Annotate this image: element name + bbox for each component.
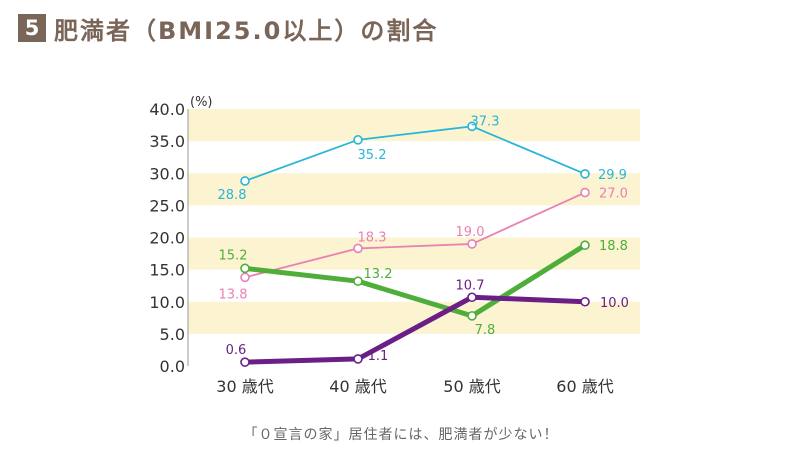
- chart-title: 肥満者（BMI25.0以上）の割合: [54, 16, 439, 45]
- data-point: [467, 292, 477, 303]
- data-point: [240, 263, 250, 274]
- data-label: 10.7: [456, 278, 485, 293]
- data-label: 0.6: [226, 343, 247, 358]
- chart-caption: 「０宣言の家」居住者には、肥満者が少ない！: [243, 427, 559, 443]
- data-label: 1.1: [368, 349, 389, 364]
- data-point: [353, 243, 363, 254]
- data-point: [353, 135, 363, 145]
- data-label: 18.3: [358, 230, 387, 245]
- data-label: 15.2: [219, 248, 248, 263]
- data-label: 18.8: [599, 239, 628, 254]
- data-point: [467, 239, 477, 249]
- data-label: 7.8: [475, 323, 496, 338]
- data-point: [353, 354, 363, 364]
- grid-band: [188, 109, 640, 142]
- data-point: [240, 357, 250, 367]
- y-tick-label: 20.0: [149, 229, 185, 248]
- data-label: 27.0: [599, 187, 628, 202]
- y-tick-label: 10.0: [149, 293, 185, 312]
- chart-header: 5 肥満者（BMI25.0以上）の割合: [18, 10, 438, 46]
- grid-band: [188, 173, 640, 206]
- series-line: [244, 191, 586, 279]
- grid-band: [188, 237, 640, 270]
- y-tick-label: 5.0: [160, 325, 185, 344]
- data-label: 10.0: [600, 296, 629, 311]
- x-tick-label: 50 歳代: [443, 377, 500, 396]
- y-unit-label: (%): [190, 95, 213, 110]
- y-tick-label: 30.0: [149, 164, 185, 183]
- x-tick-label: 40 歳代: [329, 377, 386, 396]
- series-line: [244, 243, 587, 319]
- data-point: [240, 176, 250, 186]
- data-point: [580, 296, 590, 307]
- data-point: [467, 121, 477, 132]
- section-number-badge: 5: [18, 14, 46, 42]
- data-point: [467, 311, 477, 321]
- data-point: [353, 276, 363, 286]
- x-tick-label: 60 歳代: [556, 377, 613, 396]
- data-label: 13.8: [219, 287, 248, 302]
- data-point: [580, 187, 590, 198]
- y-tick-label: 40.0: [149, 100, 185, 119]
- data-label: 19.0: [456, 225, 485, 240]
- data-point: [580, 169, 590, 179]
- data-label: 29.9: [598, 168, 627, 183]
- y-tick-label: 15.0: [149, 261, 185, 280]
- y-tick-label: 25.0: [149, 196, 185, 215]
- y-tick-label: 0.0: [160, 357, 185, 376]
- data-point: [240, 272, 250, 283]
- data-label: 28.8: [218, 188, 247, 203]
- series-line: [244, 294, 586, 365]
- x-tick-label: 30 歳代: [216, 377, 273, 396]
- data-label: 35.2: [358, 148, 387, 163]
- data-point: [580, 240, 590, 251]
- data-label: 13.2: [364, 267, 393, 282]
- y-tick-label: 35.0: [149, 132, 185, 151]
- data-label: 37.3: [471, 114, 500, 129]
- series-line: [244, 125, 586, 182]
